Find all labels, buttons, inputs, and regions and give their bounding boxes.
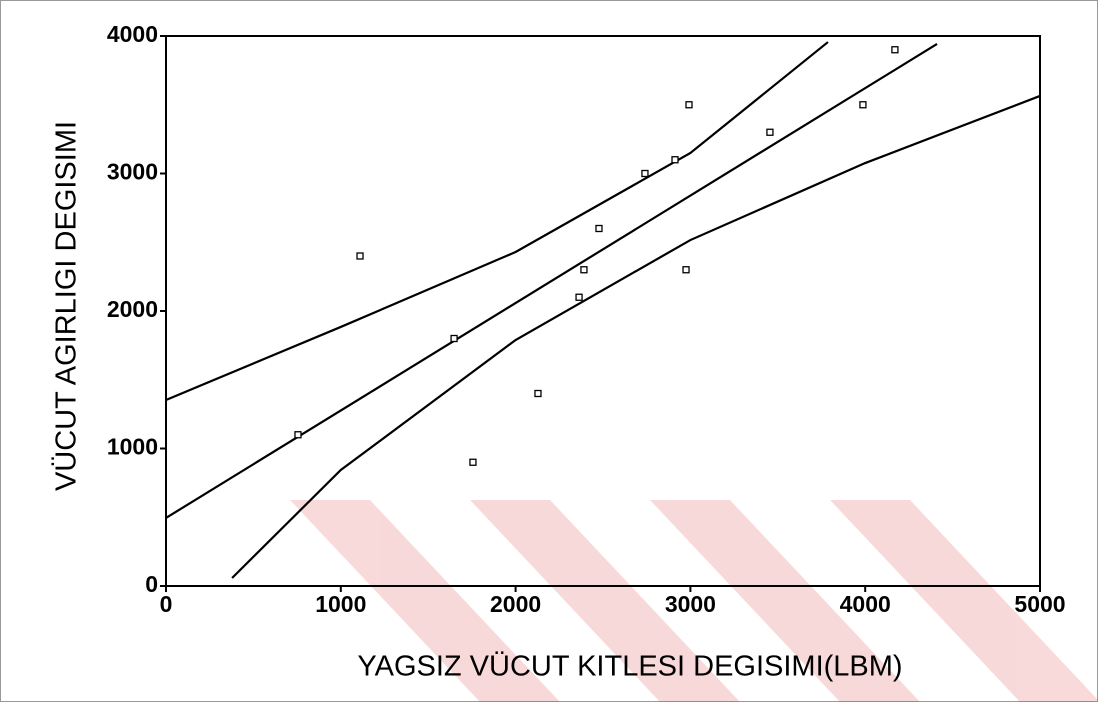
x-axis-label: YAGSIZ VÜCUT KITLESI DEGISIMI(LBM) [357, 651, 902, 683]
fit-line [165, 43, 938, 519]
y-axis-label: VÜCUT AGIRLIGI DEGISIMI [51, 121, 83, 491]
point [580, 266, 588, 274]
point [450, 334, 458, 343]
point [766, 128, 774, 136]
x-tick-label: 2000 [490, 591, 541, 617]
y-tick-label: 1000 [107, 434, 158, 460]
point [685, 101, 693, 109]
point [859, 101, 867, 109]
x-tick-label: 4000 [840, 591, 891, 617]
y-tick-label: 2000 [107, 296, 158, 322]
point [356, 252, 364, 260]
point [891, 46, 899, 54]
point [294, 431, 302, 439]
point [595, 224, 603, 233]
x-tick-label: 0 [160, 591, 173, 617]
y-tick-label: 4000 [107, 21, 158, 47]
point [575, 293, 583, 301]
point [534, 389, 542, 398]
watermark [290, 500, 1098, 702]
fit-line [165, 41, 829, 401]
x-tick-label: 1000 [315, 591, 366, 617]
point [671, 156, 679, 164]
fit-line [231, 94, 1041, 579]
x-tick-label: 5000 [1014, 591, 1065, 617]
x-tick-label: 3000 [665, 591, 716, 617]
point [682, 266, 690, 274]
y-tick-label: 3000 [107, 159, 158, 185]
point [641, 169, 649, 178]
y-tick-label: 0 [145, 571, 158, 597]
point [469, 458, 477, 466]
